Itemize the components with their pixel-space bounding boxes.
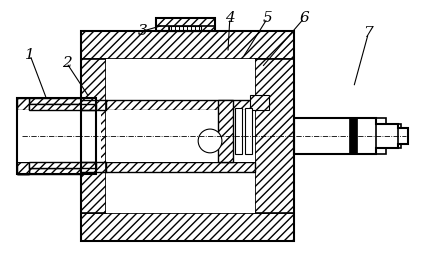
Polygon shape [81, 59, 106, 213]
Bar [376, 124, 401, 148]
Bar [398, 128, 408, 144]
Polygon shape [17, 98, 29, 110]
Text: 1: 1 [25, 48, 35, 62]
Polygon shape [29, 104, 96, 110]
Polygon shape [106, 162, 255, 172]
Polygon shape [17, 168, 96, 174]
Text: 7: 7 [363, 26, 373, 40]
Bar [294, 118, 386, 154]
Bar [17, 98, 29, 174]
Text: 6: 6 [299, 11, 309, 25]
Bar [245, 108, 252, 154]
Polygon shape [81, 31, 294, 59]
Text: 4: 4 [225, 11, 235, 25]
Polygon shape [17, 98, 96, 104]
Text: 3: 3 [138, 24, 147, 38]
Bar [235, 108, 242, 154]
Polygon shape [156, 18, 169, 31]
Text: 5: 5 [263, 11, 272, 25]
Polygon shape [201, 18, 215, 31]
Text: 2: 2 [61, 56, 71, 70]
Circle shape [198, 129, 222, 153]
Bar [250, 95, 270, 110]
Polygon shape [218, 100, 233, 162]
Polygon shape [156, 18, 215, 26]
Polygon shape [81, 213, 294, 241]
Bar [106, 110, 255, 162]
Polygon shape [29, 162, 96, 168]
Polygon shape [255, 59, 294, 213]
Bar [17, 110, 101, 162]
Polygon shape [17, 162, 29, 174]
Bar [169, 26, 201, 31]
Polygon shape [106, 100, 255, 110]
Bar [349, 118, 356, 154]
Bar [106, 59, 255, 213]
